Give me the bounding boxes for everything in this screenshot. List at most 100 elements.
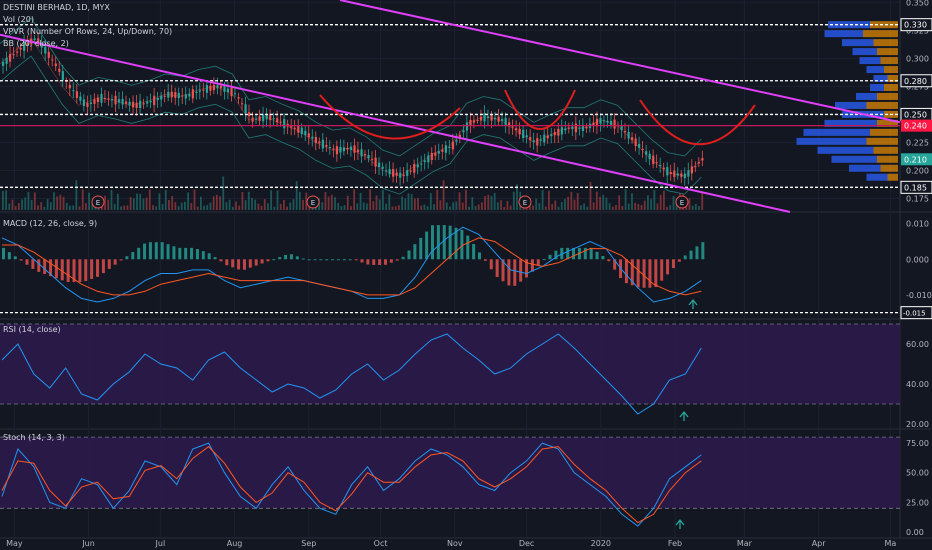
candle-body [666,167,669,176]
price-tick-label: 0.225 [906,138,929,147]
volume-bar [634,202,637,210]
candle-body [539,139,542,141]
vpvr-legend: VPVR (Number Of Rows, 24, Up/Down, 70) [3,27,173,36]
volume-profile-down-bar [880,164,898,172]
candle-body [508,122,511,127]
volume-bar [276,190,279,210]
rsi-tick-label: 60.00 [906,340,929,349]
macd-histogram-bar [389,259,393,263]
candle-body [325,144,328,147]
candle-body [349,146,353,150]
macd-histogram-bar [624,259,628,284]
macd-histogram-bar [530,259,534,272]
macd-histogram-bar [507,259,511,286]
volume-bar [174,202,177,210]
macd-histogram-bar [501,259,505,282]
macd-histogram-bar [213,257,217,260]
price-tick-label: 0.200 [906,166,929,175]
volume-bar [33,192,36,210]
candle-body [655,162,658,164]
candle-body [195,91,198,93]
volume-bar [452,202,455,210]
macd-histogram-bar [301,258,305,260]
macd-histogram-bar [84,259,88,282]
volume-bar [65,202,68,210]
candle-body [156,97,159,101]
candle-body [321,139,324,149]
current-price-label: 0.210 [904,155,927,164]
volume-bar [627,203,630,210]
volume-bar [512,191,515,210]
macd-histogram-bar [37,259,41,272]
candle-body [160,95,163,100]
stoch-tick-label: 25.00 [906,498,929,507]
candle-body [142,103,145,105]
candle-body [304,130,307,136]
candle-body [216,85,219,89]
volume-bar [219,196,221,210]
candle-body [170,91,173,98]
volume-bar [209,202,212,210]
candle-body [574,123,578,133]
candle-body [82,99,86,106]
volume-profile-down-bar [873,146,898,154]
volume-bar [631,193,633,210]
volume-bar [327,196,330,210]
volume-bar [433,204,435,210]
macd-histogram-bar [278,257,282,260]
candle-body [100,93,103,103]
volume-bar [701,192,704,210]
candle-body [276,118,279,123]
x-tick-label: Nov [447,539,463,548]
candle-body [121,98,124,105]
macd-histogram-bar [125,256,129,260]
volume-bar [171,195,174,210]
macd-histogram-bar [266,259,270,262]
macd-histogram-bar [148,242,152,260]
candle-body [226,88,230,93]
candle-body [37,38,40,43]
volume-bar [602,194,605,210]
candle-body [638,143,641,148]
macd-histogram-bar [677,259,681,262]
candle-body [149,100,152,103]
macd-histogram-bar [607,259,611,262]
rsi-buy-arrow-icon [679,410,689,421]
macd-histogram-bar [519,259,523,282]
candle-body [504,117,507,127]
stoch-title: Stoch (14, 3, 3) [3,433,65,442]
candle-body [300,127,303,135]
volume-bar [573,199,576,210]
macd-histogram-bar [613,259,617,270]
macd-histogram-bar [442,225,446,260]
volume-profile-down-bar [863,30,898,38]
volume-profile-up-bar [849,164,881,172]
volume-bar [487,194,490,210]
volume-bar [334,197,336,210]
earnings-marker-icon [518,195,532,209]
macd-histogram-bar [513,259,517,286]
candle-body [550,134,553,137]
volume-bar [500,200,502,210]
volume-bar [37,205,39,210]
candle-body [93,99,96,104]
candle-body [701,158,704,161]
macd-histogram-bar [119,259,123,261]
candle-body [631,137,634,141]
volume-bar [164,189,167,210]
candle-body [581,124,585,131]
candle-body [219,85,223,89]
candle-body [19,47,22,50]
macd-title: MACD (12, 26, close, 9) [3,219,98,228]
candle-body [676,173,679,176]
stoch-tick-label: 50.00 [906,469,929,478]
macd-histogram-bar [272,259,276,261]
volume-profile-down-bar [877,48,898,56]
volume-bar [187,192,190,210]
volume-profile-down-bar [877,155,898,163]
candle-body [332,148,335,150]
volume-bar [656,203,659,210]
candle-body [33,38,36,41]
macd-histogram-bar [472,244,476,260]
